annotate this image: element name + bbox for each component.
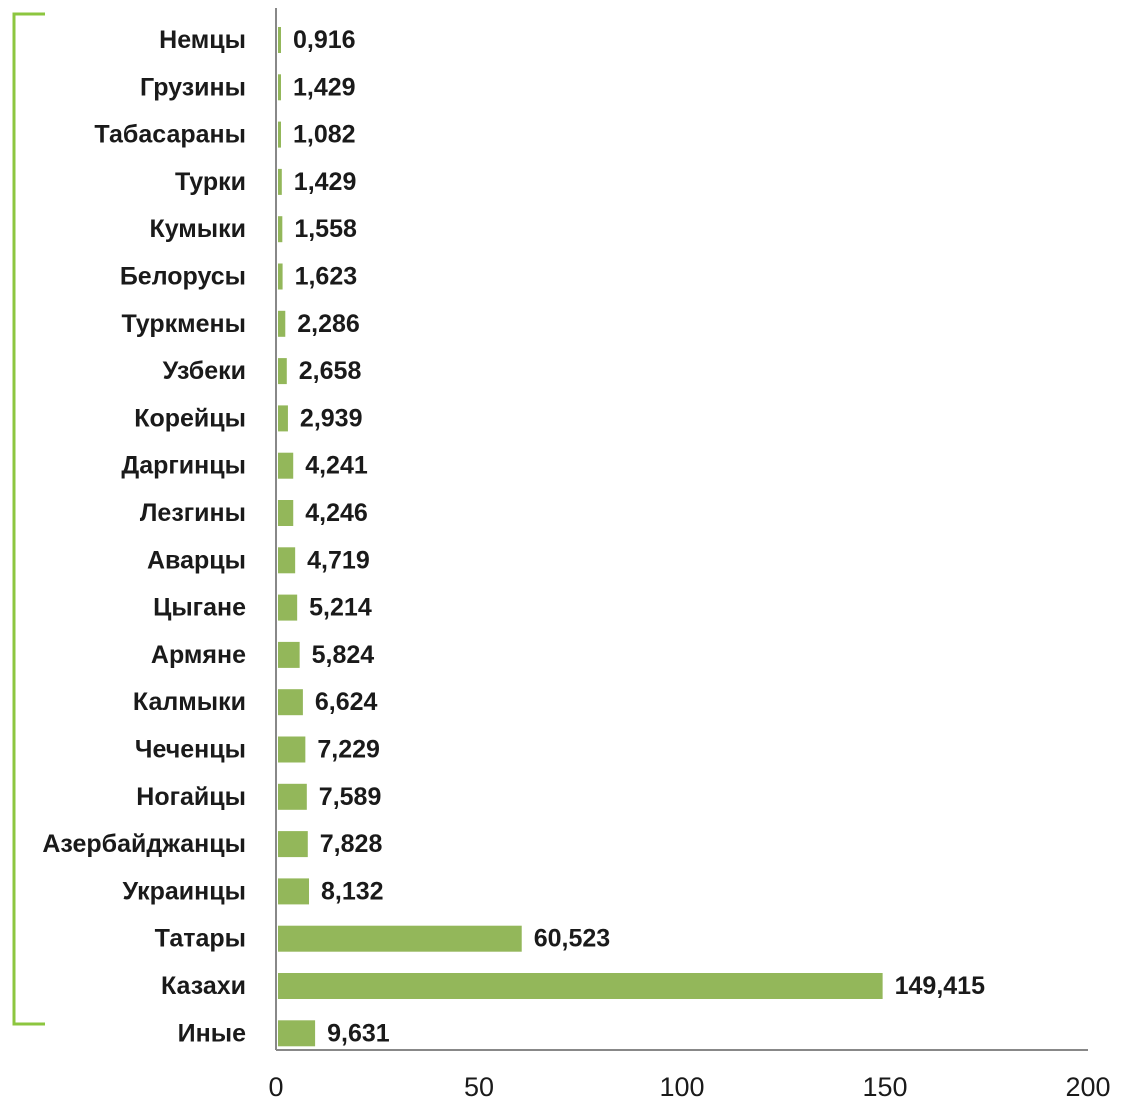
category-label-туркмены: Туркмены bbox=[121, 310, 246, 338]
bar-украинцы bbox=[278, 878, 310, 905]
value-label-корейцы: 2,939 bbox=[300, 404, 363, 432]
category-label-цыгане: Цыгане bbox=[153, 594, 246, 622]
category-label-лезгины: Лезгины bbox=[140, 499, 246, 527]
category-label-узбеки: Узбеки bbox=[163, 357, 246, 385]
bar-немцы bbox=[278, 27, 281, 53]
value-label-белорусы: 1,623 bbox=[295, 263, 358, 291]
value-label-табасараны: 1,082 bbox=[293, 121, 356, 149]
value-label-турки: 1,429 bbox=[294, 168, 357, 196]
value-label-узбеки: 2,658 bbox=[299, 357, 362, 385]
bar-калмыки bbox=[278, 689, 303, 716]
bar-даргинцы bbox=[278, 452, 294, 479]
category-label-армяне: Армяне bbox=[151, 641, 246, 669]
value-label-казахи: 149,415 bbox=[895, 972, 985, 1000]
bar-грузины bbox=[278, 74, 281, 101]
value-label-чеченцы: 7,229 bbox=[317, 736, 380, 764]
bar-корейцы bbox=[278, 405, 288, 432]
category-label-казахи: Казахи bbox=[161, 972, 246, 1000]
x-tick-label-200: 200 bbox=[1065, 1072, 1110, 1102]
category-label-белорусы: Белорусы bbox=[120, 263, 246, 291]
value-label-иные: 9,631 bbox=[327, 1019, 390, 1047]
category-label-аварцы: Аварцы bbox=[147, 546, 246, 574]
value-label-татары: 60,523 bbox=[534, 925, 610, 953]
category-label-кумыки: Кумыки bbox=[149, 215, 246, 243]
bar-иные bbox=[278, 1020, 316, 1047]
category-label-даргинцы: Даргинцы bbox=[121, 452, 246, 480]
category-label-грузины: Грузины bbox=[140, 73, 246, 101]
value-label-кумыки: 1,558 bbox=[294, 215, 357, 243]
bar-аварцы bbox=[278, 547, 296, 574]
value-label-украинцы: 8,132 bbox=[321, 877, 384, 905]
bar-белорусы bbox=[278, 263, 283, 290]
bar-казахи bbox=[278, 973, 883, 999]
category-labels: Немцы Грузины Табасараны Турки Кумыки Белорус… bbox=[42, 26, 246, 1047]
bar-турки bbox=[278, 168, 282, 195]
bar-цыгане bbox=[278, 594, 298, 621]
category-label-турки: Турки bbox=[175, 168, 246, 196]
value-label-калмыки: 6,624 bbox=[315, 688, 378, 716]
category-label-украинцы: Украинцы bbox=[123, 877, 246, 905]
bar-азербайджанцы bbox=[278, 831, 308, 858]
value-label-армяне: 5,824 bbox=[312, 641, 375, 669]
x-tick-label-50: 50 bbox=[464, 1072, 494, 1102]
bar-татары bbox=[278, 925, 522, 952]
bar-ногайцы bbox=[278, 783, 307, 810]
category-label-татары: Татары bbox=[155, 925, 246, 953]
x-tick-labels: 0 50 100 150 200 bbox=[268, 1072, 1110, 1102]
bar-армяне bbox=[278, 641, 300, 668]
value-label-цыгане: 5,214 bbox=[309, 594, 372, 622]
bars-layer bbox=[278, 27, 883, 1047]
x-tick-label-150: 150 bbox=[862, 1072, 907, 1102]
bar-табасараны bbox=[278, 121, 281, 148]
group-bracket bbox=[12, 12, 45, 1026]
x-tick-label-100: 100 bbox=[659, 1072, 704, 1102]
value-label-аварцы: 4,719 bbox=[307, 546, 370, 574]
value-labels: 0,916 1,429 1,082 1,429 1,558 1,623 2,286 2,658… bbox=[293, 26, 985, 1047]
category-label-калмыки: Калмыки bbox=[133, 688, 246, 716]
category-label-табасараны: Табасараны bbox=[94, 121, 246, 149]
value-label-грузины: 1,429 bbox=[293, 73, 356, 101]
value-label-ногайцы: 7,589 bbox=[319, 783, 382, 811]
bar-туркмены bbox=[278, 310, 286, 337]
category-label-корейцы: Корейцы bbox=[134, 404, 246, 432]
bar-узбеки bbox=[278, 358, 287, 385]
bar-лезгины bbox=[278, 500, 294, 526]
value-label-лезгины: 4,246 bbox=[305, 499, 368, 527]
category-label-иные: Иные bbox=[178, 1019, 246, 1047]
category-label-азербайджанцы: Азербайджанцы bbox=[42, 830, 246, 858]
value-label-туркмены: 2,286 bbox=[297, 310, 360, 338]
bar-чеченцы bbox=[278, 736, 306, 763]
value-label-немцы: 0,916 bbox=[293, 26, 356, 54]
category-label-немцы: Немцы bbox=[159, 26, 246, 54]
x-tick-label-0: 0 bbox=[268, 1072, 283, 1102]
category-label-чеченцы: Чеченцы bbox=[135, 736, 246, 764]
value-label-даргинцы: 4,241 bbox=[305, 452, 368, 480]
category-label-ногайцы: Ногайцы bbox=[136, 783, 246, 811]
value-label-азербайджанцы: 7,828 bbox=[320, 830, 383, 858]
bar-кумыки bbox=[278, 216, 283, 243]
